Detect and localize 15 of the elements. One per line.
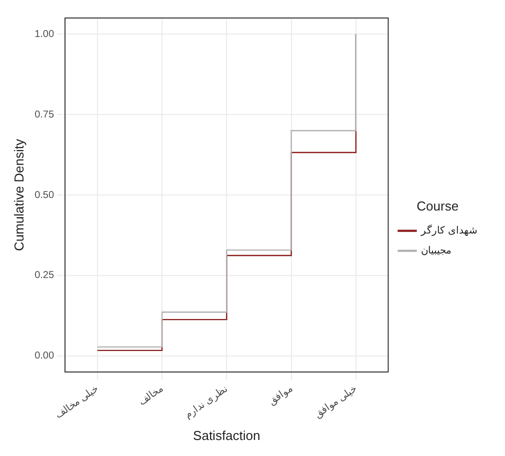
x-tick-label: خیلی مخالف: [54, 384, 101, 422]
y-tick-label: 0.00: [34, 350, 54, 362]
y-tick-label: 0.75: [34, 109, 54, 120]
legend-label: شهدای کارگر: [420, 224, 478, 237]
x-axis-title: Satisfaction: [193, 428, 260, 443]
y-axis-title: Cumulative Density: [11, 138, 26, 252]
legend-title: Course: [416, 198, 459, 214]
y-tick-label: 0.50: [34, 190, 54, 201]
x-tick-label: نظری ندارم: [182, 384, 230, 422]
legend-label: مجیبیان: [421, 246, 452, 257]
x-tick-label: خیلی موافق: [312, 384, 360, 421]
x-tick-label: موافق: [266, 384, 295, 408]
x-tick-label: مخالف: [136, 384, 166, 408]
y-tick-label: 0.25: [34, 270, 54, 282]
y-tick-label: 1.00: [34, 28, 54, 40]
